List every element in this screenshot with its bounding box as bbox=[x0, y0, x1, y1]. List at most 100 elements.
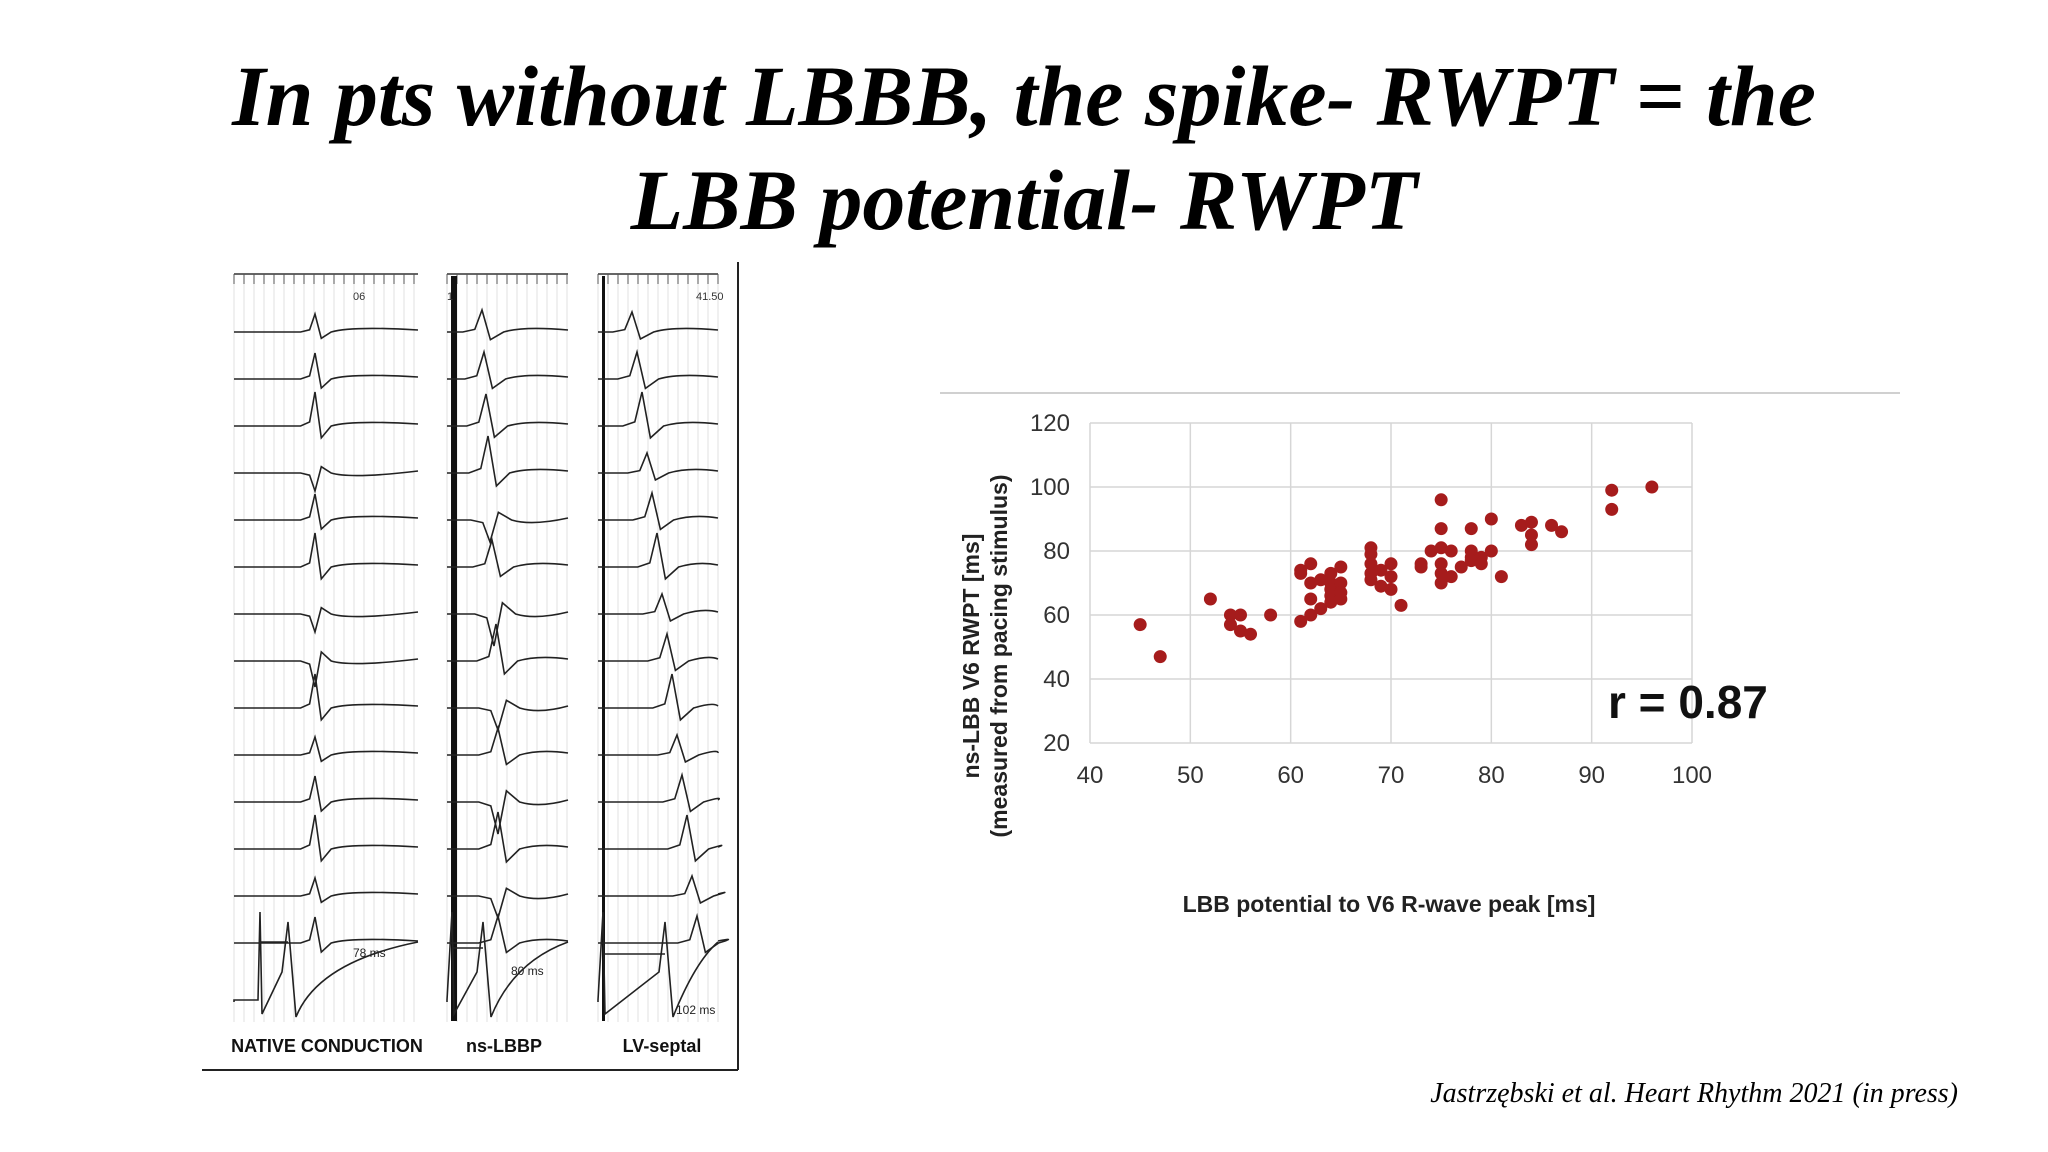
data-point bbox=[1605, 483, 1619, 497]
x-tick-label: 90 bbox=[1578, 762, 1605, 789]
data-point bbox=[1424, 544, 1438, 558]
ecg-lead-trace bbox=[447, 511, 569, 545]
data-point bbox=[1605, 502, 1619, 516]
data-point bbox=[1484, 512, 1498, 526]
data-point bbox=[1294, 566, 1308, 580]
ecg-lead-trace bbox=[598, 450, 719, 482]
data-point bbox=[1645, 480, 1659, 494]
data-point bbox=[1434, 566, 1448, 580]
data-point bbox=[1464, 554, 1478, 568]
x-tick-label: 70 bbox=[1378, 762, 1405, 789]
ecg-tracings: 06 1 41.50 78 ms 80 ms 102 ms NATIVE CON… bbox=[202, 262, 739, 1071]
intracardiac-trace bbox=[597, 911, 719, 1018]
y-tick-label: 120 bbox=[1030, 410, 1070, 437]
data-point bbox=[1374, 579, 1388, 593]
data-point bbox=[1414, 560, 1428, 574]
title-line-1: In pts without LBBB, the spike- RWPT = t… bbox=[232, 48, 1816, 144]
data-point bbox=[1324, 566, 1338, 580]
intracardiac-trace bbox=[233, 911, 419, 1018]
data-point bbox=[1234, 608, 1247, 622]
panel-header-lvseptal: 41.50 bbox=[696, 291, 724, 303]
intracardiac-trace bbox=[446, 911, 569, 1018]
ecg-lead-trace bbox=[598, 873, 726, 905]
slide-title: In pts without LBBB, the spike- RWPT = t… bbox=[0, 44, 2048, 252]
scatter-plot: 40 50 60 70 80 90 100 20 40 60 80 100 120 r = 0.87 L… bbox=[940, 392, 1900, 917]
data-point bbox=[1484, 544, 1498, 558]
data-point bbox=[1223, 608, 1237, 622]
ecg-lead-trace bbox=[234, 391, 419, 440]
panel-header-lbbp: 1 bbox=[447, 291, 453, 303]
x-tick-label: 40 bbox=[1077, 762, 1104, 789]
ecg-lead-trace bbox=[447, 811, 569, 864]
ecg-lead-trace bbox=[234, 465, 419, 494]
data-point bbox=[1334, 576, 1348, 590]
interval-lbbp: 80 ms bbox=[511, 964, 544, 978]
data-point bbox=[1234, 624, 1247, 638]
y-tick-label: 100 bbox=[1030, 474, 1070, 501]
data-point bbox=[1314, 573, 1328, 587]
data-point bbox=[1374, 563, 1388, 577]
data-point bbox=[1203, 592, 1217, 606]
data-point bbox=[1555, 525, 1569, 539]
y-axis-label-line1: ns-LBB V6 RWPT [ms] bbox=[958, 534, 984, 779]
data-point bbox=[1394, 598, 1408, 612]
ecg-lead-trace bbox=[598, 912, 730, 954]
data-point bbox=[1494, 570, 1508, 584]
panel-label-native: NATIVE CONDUCTION bbox=[231, 1036, 423, 1056]
data-point bbox=[1294, 614, 1308, 628]
ecg-lead-trace bbox=[598, 630, 719, 672]
data-point bbox=[1514, 518, 1528, 532]
title-line-2: LBB potential- RWPT bbox=[630, 152, 1418, 248]
data-point bbox=[1304, 608, 1318, 622]
interval-lvseptal: 102 ms bbox=[676, 1003, 715, 1017]
data-point bbox=[1244, 627, 1258, 641]
data-point bbox=[1434, 493, 1448, 507]
data-point bbox=[1364, 557, 1378, 571]
x-axis-label: LBB potential to V6 R-wave peak [ms] bbox=[1183, 891, 1596, 917]
data-point bbox=[1133, 618, 1147, 632]
panel-label-lvseptal: LV-septal bbox=[623, 1036, 702, 1056]
ecg-lead-trace bbox=[447, 601, 569, 647]
x-tick-label: 80 bbox=[1478, 762, 1505, 789]
data-point bbox=[1364, 547, 1378, 561]
x-tick-label: 100 bbox=[1672, 762, 1712, 789]
panel-header-native: 06 bbox=[353, 291, 365, 303]
data-point bbox=[1524, 538, 1538, 552]
scatter-ticks: 40 50 60 70 80 90 100 20 40 60 80 100 120 bbox=[1030, 410, 1712, 789]
ecg-lead-trace bbox=[598, 732, 719, 764]
x-tick-label: 60 bbox=[1277, 762, 1304, 789]
ecg-lead-trace bbox=[447, 435, 569, 488]
ecg-lead-trace bbox=[447, 789, 569, 835]
y-axis-label-line2: (measured from pacing stimulus) bbox=[986, 475, 1012, 838]
ecg-lead-trace bbox=[447, 912, 569, 954]
ecg-lead-trace bbox=[598, 591, 719, 623]
data-point bbox=[1304, 592, 1318, 606]
ecg-lead-trace bbox=[598, 673, 719, 722]
ecg-lead-trace bbox=[598, 391, 719, 440]
ecg-lead-trace bbox=[447, 887, 569, 921]
ecg-lead-trace bbox=[234, 532, 419, 581]
data-point bbox=[1364, 573, 1378, 587]
ecg-figure: 06 1 41.50 78 ms 80 ms 102 ms NATIVE CON… bbox=[200, 262, 740, 1072]
data-point bbox=[1324, 595, 1338, 609]
ecg-lead-trace bbox=[447, 348, 569, 390]
ecg-lead-trace bbox=[234, 875, 419, 904]
data-point bbox=[1524, 515, 1538, 529]
data-point bbox=[1464, 522, 1478, 536]
pacing-spike bbox=[602, 276, 605, 1021]
data-point bbox=[1434, 576, 1448, 590]
data-point bbox=[1434, 522, 1448, 536]
data-point bbox=[1384, 582, 1398, 596]
ecg-lead-trace bbox=[447, 393, 569, 439]
ecg-lead-trace bbox=[447, 536, 569, 578]
data-point bbox=[1384, 557, 1398, 571]
ecg-lead-trace bbox=[447, 623, 569, 676]
ecg-lead-trace bbox=[598, 348, 719, 390]
data-point bbox=[1264, 608, 1278, 622]
panel-label-lbbp: ns-LBBP bbox=[466, 1036, 542, 1056]
data-point bbox=[1223, 618, 1237, 632]
data-point bbox=[1434, 541, 1448, 555]
pacing-spike bbox=[451, 276, 457, 1021]
ecg-lead-trace bbox=[598, 532, 719, 581]
scatter-points bbox=[1133, 480, 1659, 664]
